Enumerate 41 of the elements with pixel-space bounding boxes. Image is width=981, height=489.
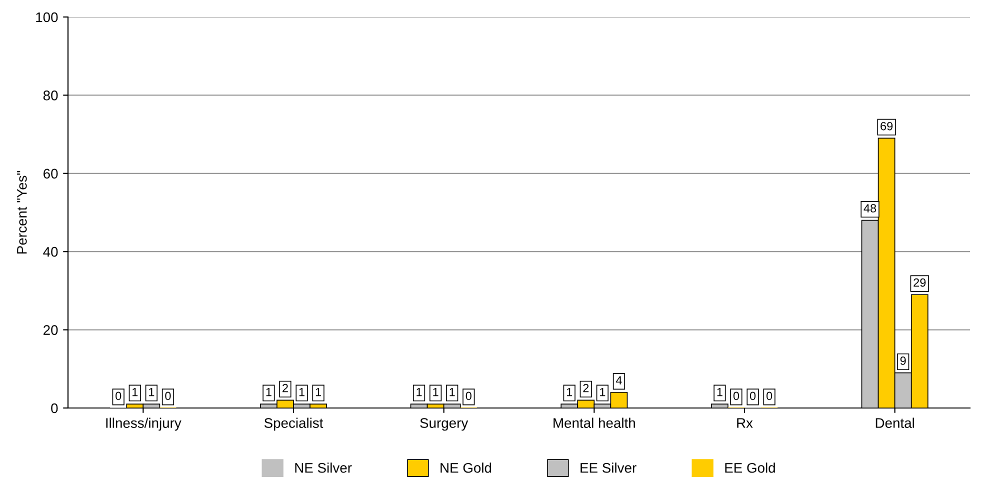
data-label: 0 (733, 392, 740, 400)
data-label: 1 (717, 388, 722, 396)
y-tick-label: 80 (43, 90, 58, 100)
x-tick-label: Illness/injury (106, 418, 182, 431)
x-tick-label: Surgery (420, 418, 468, 431)
y-tick-label: 20 (44, 325, 58, 335)
data-label: 1 (416, 388, 422, 396)
y-tick-label: 60 (44, 168, 58, 179)
data-label: 1 (316, 388, 322, 396)
x-tick-label: Rx (737, 418, 753, 428)
y-tick-label: 100 (36, 12, 58, 22)
data-label: 69 (880, 122, 893, 130)
data-label: 1 (299, 388, 304, 396)
data-label: 1 (132, 388, 138, 396)
y-axis-title: Percent "Yes" (17, 170, 27, 254)
y-tick-label: 0 (51, 403, 58, 414)
data-label: 29 (914, 278, 926, 287)
data-label: 0 (766, 392, 772, 400)
data-label: 1 (266, 388, 272, 396)
legend-label: EE Gold (725, 462, 775, 473)
legend-label: EE Silver (580, 462, 636, 473)
data-label: 2 (583, 384, 589, 392)
data-label: 1 (600, 388, 606, 396)
data-label: 4 (616, 376, 622, 384)
x-tick-label: Dental (876, 418, 914, 428)
data-label: 0 (750, 392, 756, 400)
data-label: 1 (566, 388, 572, 396)
x-tick-label: Mental health (554, 418, 635, 428)
data-label: 9 (900, 356, 906, 365)
data-label: 1 (433, 388, 438, 396)
data-label: 1 (450, 388, 455, 396)
data-label: 1 (149, 388, 154, 396)
legend-label: NE Silver (295, 462, 352, 473)
data-label: 48 (864, 204, 876, 212)
data-label: 0 (466, 392, 472, 400)
data-label: 0 (165, 392, 171, 400)
y-tick-label: 40 (43, 246, 58, 257)
legend-label: NE Gold (440, 462, 492, 473)
x-tick-label: Specialist (264, 418, 324, 431)
data-label: 2 (282, 384, 288, 392)
data-label: 0 (116, 392, 122, 400)
